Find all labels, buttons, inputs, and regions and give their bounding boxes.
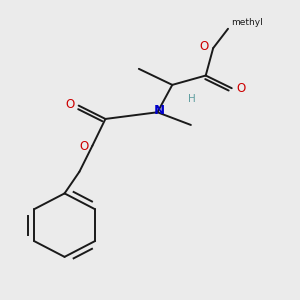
Text: H: H bbox=[188, 94, 196, 104]
Text: methyl: methyl bbox=[231, 18, 263, 27]
Text: O: O bbox=[236, 82, 245, 95]
Text: N: N bbox=[153, 104, 164, 117]
Text: O: O bbox=[200, 40, 209, 53]
Text: O: O bbox=[65, 98, 74, 111]
Text: O: O bbox=[80, 140, 89, 153]
